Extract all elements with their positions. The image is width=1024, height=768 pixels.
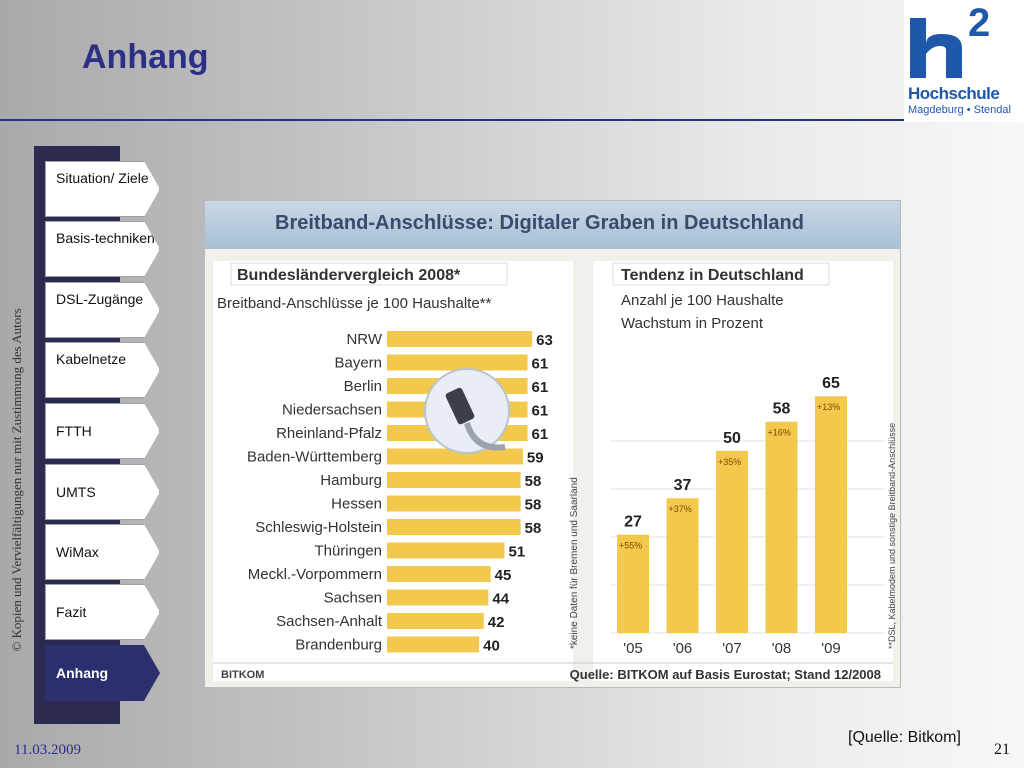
nav-item-ftth[interactable]: FTTH [45, 403, 160, 459]
hbar-value-label: 63 [536, 332, 553, 349]
vbar [716, 450, 748, 633]
vbar-growth-label: +37% [669, 504, 692, 514]
right-subtitle: Tendenz in Deutschland [621, 267, 804, 284]
vbar [765, 421, 798, 633]
logo-subtitle: Magdeburg • Stendal [908, 104, 1011, 116]
hbar-category-label: Hamburg [320, 472, 382, 489]
vbar-category-label: '08 [772, 640, 792, 657]
hbar-category-label: Thüringen [314, 543, 382, 560]
hbar-value-label: 40 [483, 638, 500, 655]
hbar-category-label: Niedersachsen [282, 402, 382, 419]
hbar-value-label: 45 [495, 567, 512, 584]
logo-superscript: 2 [968, 1, 990, 45]
vbar-growth-label: +35% [718, 457, 741, 467]
hbar [387, 589, 489, 606]
hbar [387, 472, 521, 488]
vbar-growth-label: +13% [817, 402, 840, 412]
hbar-value-label: 42 [488, 614, 505, 631]
hbar-category-label: Hessen [331, 496, 382, 513]
nav-item-kabelnetze[interactable]: Kabelnetze [45, 342, 160, 398]
nav-item-fazit[interactable]: Fazit [45, 584, 160, 640]
vbar-category-label: '06 [673, 640, 693, 657]
hbar-category-label: Baden-Württemberg [247, 449, 382, 466]
hbar-category-label: Sachsen-Anhalt [276, 613, 383, 630]
hbar-category-label: Brandenburg [295, 637, 382, 654]
hbar-category-label: Rheinland-Pfalz [276, 425, 382, 442]
right-footnote: **DSL, Kabelmodem und sonstige Breitband… [887, 423, 897, 649]
vbar-category-label: '05 [623, 640, 643, 657]
hbar-category-label: Meckl.-Vorpommern [248, 566, 382, 583]
hbar-value-label: 58 [525, 497, 542, 514]
hbar-category-label: Berlin [344, 378, 382, 395]
vbar-value-label: 37 [674, 477, 692, 494]
university-logo: 2 Hochschule Magdeburg • Stendal [904, 0, 1024, 122]
title-rule [0, 119, 1024, 121]
vbar-value-label: 65 [822, 375, 840, 392]
logo-name: Hochschule [908, 84, 1000, 103]
hbar-value-label: 59 [527, 450, 544, 467]
nav-item-basistechniken[interactable]: Basis-techniken [45, 221, 160, 277]
logo-h-stem [910, 18, 926, 78]
vbar-value-label: 58 [773, 401, 791, 418]
right-subtitle-tab [612, 262, 830, 286]
hbar-value-label: 61 [532, 356, 549, 373]
plug-cable-icon [464, 422, 506, 451]
hbar [387, 354, 528, 371]
hbar-category-label: Sachsen [324, 590, 382, 607]
chart-header: Breitband-Anschlüsse: Digitaler Graben i… [205, 201, 900, 249]
hbar-value-label: 61 [532, 379, 549, 396]
nav-item-wimax[interactable]: WiMax [45, 524, 160, 580]
hbar [387, 613, 484, 629]
vbar-category-label: '07 [722, 640, 742, 657]
source-label: [Quelle: Bitkom] [848, 729, 961, 746]
hbar [387, 566, 491, 582]
hbar-value-label: 58 [525, 520, 542, 537]
hbar-category-label: Schleswig-Holstein [255, 519, 382, 536]
vbar [617, 534, 649, 633]
slide-date: 11.03.2009 [14, 742, 81, 758]
bitkom-logo: BITKOM [221, 669, 264, 681]
left-footnote: *keine Daten für Bremen und Saarland [569, 477, 580, 649]
hbar-category-label: Bayern [334, 355, 382, 372]
vbar-value-label: 50 [723, 430, 741, 447]
right-description-line: Wachstum in Prozent [621, 315, 764, 332]
plug-body-icon [445, 387, 475, 425]
nav-item-situation[interactable]: Situation/ Ziele [45, 161, 160, 217]
hbar-value-label: 51 [509, 544, 526, 561]
chart-title: Breitband-Anschlüsse: Digitaler Graben i… [275, 212, 804, 234]
hbar [387, 636, 480, 653]
hbar [387, 519, 521, 535]
copyright-note: © Kopien und Vervielfältigungen nur mit … [9, 308, 24, 652]
hbar-value-label: 44 [492, 591, 509, 608]
vbar-value-label: 27 [624, 514, 642, 531]
nav-item-anhang[interactable]: Anhang [45, 645, 160, 701]
nav-item-umts[interactable]: UMTS [45, 464, 160, 520]
hbar-value-label: 58 [525, 473, 542, 490]
left-subtitle-tab [230, 262, 508, 286]
hbar-value-label: 61 [532, 403, 549, 420]
vbar [815, 396, 847, 633]
hbar [387, 495, 521, 512]
logo-h-arch [926, 34, 962, 78]
hbar-category-label: NRW [346, 331, 382, 348]
page-number: 21 [994, 741, 1010, 758]
right-description-line: Anzahl je 100 Haushalte [621, 292, 784, 309]
nav-item-dsl[interactable]: DSL-Zugänge [45, 282, 160, 338]
broadband-chart: Breitband-Anschlüsse: Digitaler Graben i… [204, 200, 901, 688]
left-subtitle: Bundesländervergleich 2008* [237, 267, 461, 284]
hbar [387, 331, 533, 347]
vbar-growth-label: +55% [619, 541, 642, 551]
chart-source-line: Quelle: BITKOM auf Basis Eurostat; Stand… [570, 667, 881, 682]
hbar [387, 448, 523, 465]
slide-title: Anhang [82, 38, 209, 76]
chart-svg: Bundesländervergleich 2008* Breitband-Ans… [213, 261, 897, 682]
left-description: Breitband-Anschlüsse je 100 Haushalte** [217, 295, 491, 312]
hbar-value-label: 61 [532, 426, 549, 443]
vbar [666, 498, 699, 633]
vbar-category-label: '09 [821, 640, 841, 657]
hbar [387, 542, 505, 559]
vbar-growth-label: +16% [768, 428, 791, 438]
